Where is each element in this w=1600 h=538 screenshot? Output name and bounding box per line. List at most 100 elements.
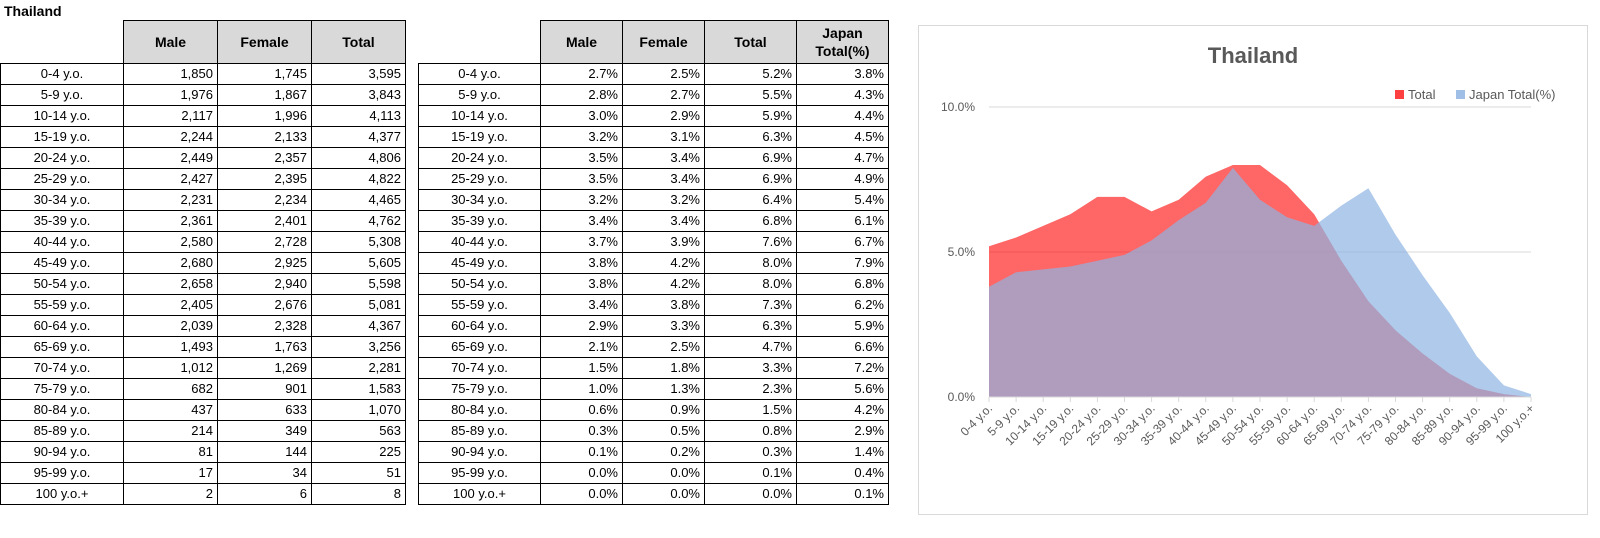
value-cell[interactable]: 3.9% [622,231,705,253]
value-cell[interactable]: 1.5% [704,399,797,421]
value-cell[interactable]: 2,281 [311,357,406,379]
value-cell[interactable]: 349 [217,420,312,442]
value-cell[interactable]: 8.0% [704,252,797,274]
value-cell[interactable]: 0.9% [622,399,705,421]
value-cell[interactable]: 3.4% [622,147,705,169]
value-cell[interactable]: 2,244 [123,126,218,148]
value-cell[interactable]: 5.2% [704,63,797,85]
value-cell[interactable]: 2,133 [217,126,312,148]
age-group-cell[interactable]: 90-94 y.o. [418,441,541,463]
value-cell[interactable]: 1.4% [796,441,889,463]
value-cell[interactable]: 1,493 [123,336,218,358]
age-group-cell[interactable]: 45-49 y.o. [0,252,124,274]
value-cell[interactable]: 3.5% [540,168,623,190]
value-cell[interactable]: 0.0% [704,483,797,505]
value-cell[interactable]: 0.4% [796,462,889,484]
age-group-cell[interactable]: 65-69 y.o. [0,336,124,358]
value-cell[interactable]: 2,328 [217,315,312,337]
value-cell[interactable]: 0.2% [622,441,705,463]
age-group-cell[interactable]: 75-79 y.o. [0,378,124,400]
value-cell[interactable]: 2,231 [123,189,218,211]
value-cell[interactable]: 4,377 [311,126,406,148]
value-cell[interactable]: 0.0% [622,462,705,484]
value-cell[interactable]: 6 [217,483,312,505]
value-cell[interactable]: 6.8% [796,273,889,295]
age-group-cell[interactable]: 55-59 y.o. [418,294,541,316]
value-cell[interactable]: 4.7% [796,147,889,169]
value-cell[interactable]: 5.4% [796,189,889,211]
value-cell[interactable]: 4.4% [796,105,889,127]
value-cell[interactable]: 563 [311,420,406,442]
value-cell[interactable]: 901 [217,378,312,400]
value-cell[interactable]: 1,583 [311,378,406,400]
age-group-cell[interactable]: 5-9 y.o. [0,84,124,106]
value-cell[interactable]: 1,867 [217,84,312,106]
value-cell[interactable]: 17 [123,462,218,484]
value-cell[interactable]: 3.2% [540,126,623,148]
value-cell[interactable]: 2,580 [123,231,218,253]
value-cell[interactable]: 1,763 [217,336,312,358]
value-cell[interactable]: 2 [123,483,218,505]
age-group-cell[interactable]: 60-64 y.o. [418,315,541,337]
age-group-cell[interactable]: 15-19 y.o. [0,126,124,148]
value-cell[interactable]: 2,680 [123,252,218,274]
value-cell[interactable]: 0.8% [704,420,797,442]
value-cell[interactable]: 3.4% [540,210,623,232]
value-cell[interactable]: 1.8% [622,357,705,379]
age-group-cell[interactable]: 70-74 y.o. [0,357,124,379]
value-cell[interactable]: 2.9% [540,315,623,337]
age-group-cell[interactable]: 85-89 y.o. [0,420,124,442]
value-cell[interactable]: 4.9% [796,168,889,190]
age-group-cell[interactable]: 10-14 y.o. [418,105,541,127]
value-cell[interactable]: 5,081 [311,294,406,316]
age-group-cell[interactable]: 30-34 y.o. [0,189,124,211]
value-cell[interactable]: 3,256 [311,336,406,358]
value-cell[interactable]: 4,465 [311,189,406,211]
value-cell[interactable]: 5.6% [796,378,889,400]
value-cell[interactable]: 3.8% [622,294,705,316]
value-cell[interactable]: 2,039 [123,315,218,337]
area-series-japan-total[interactable] [989,167,1531,397]
value-cell[interactable]: 1,269 [217,357,312,379]
age-group-cell[interactable]: 35-39 y.o. [0,210,124,232]
value-cell[interactable]: 6.3% [704,126,797,148]
value-cell[interactable]: 2,940 [217,273,312,295]
value-cell[interactable]: 1,012 [123,357,218,379]
value-cell[interactable]: 214 [123,420,218,442]
age-group-cell[interactable]: 40-44 y.o. [418,231,541,253]
value-cell[interactable]: 4.7% [704,336,797,358]
age-group-cell[interactable]: 50-54 y.o. [0,273,124,295]
value-cell[interactable]: 4,113 [311,105,406,127]
value-cell[interactable]: 6.2% [796,294,889,316]
age-group-cell[interactable]: 25-29 y.o. [0,168,124,190]
value-cell[interactable]: 2.5% [622,63,705,85]
value-cell[interactable]: 0.1% [796,483,889,505]
value-cell[interactable]: 4,822 [311,168,406,190]
age-group-cell[interactable]: 0-4 y.o. [418,63,541,85]
value-cell[interactable]: 1.5% [540,357,623,379]
age-group-cell[interactable]: 10-14 y.o. [0,105,124,127]
value-cell[interactable]: 1,850 [123,63,218,85]
chart-area[interactable]: Thailand 0.0% 5.0% 10.0% 0-4 y.o. 5-9 y.o. 1… [918,25,1588,515]
age-group-cell[interactable]: 90-94 y.o. [0,441,124,463]
value-cell[interactable]: 682 [123,378,218,400]
value-cell[interactable]: 4.2% [796,399,889,421]
value-cell[interactable]: 2,427 [123,168,218,190]
value-cell[interactable]: 3.3% [622,315,705,337]
value-cell[interactable]: 2,357 [217,147,312,169]
value-cell[interactable]: 0.3% [540,420,623,442]
value-cell[interactable]: 6.6% [796,336,889,358]
value-cell[interactable]: 3.8% [540,252,623,274]
value-cell[interactable]: 5,605 [311,252,406,274]
age-group-cell[interactable]: 95-99 y.o. [0,462,124,484]
age-group-cell[interactable]: 85-89 y.o. [418,420,541,442]
value-cell[interactable]: 2,925 [217,252,312,274]
value-cell[interactable]: 4.5% [796,126,889,148]
age-group-cell[interactable]: 95-99 y.o. [418,462,541,484]
value-cell[interactable]: 3.5% [540,147,623,169]
value-cell[interactable]: 1,745 [217,63,312,85]
value-cell[interactable]: 7.6% [704,231,797,253]
value-cell[interactable]: 4.3% [796,84,889,106]
value-cell[interactable]: 1,996 [217,105,312,127]
age-group-cell[interactable]: 5-9 y.o. [418,84,541,106]
